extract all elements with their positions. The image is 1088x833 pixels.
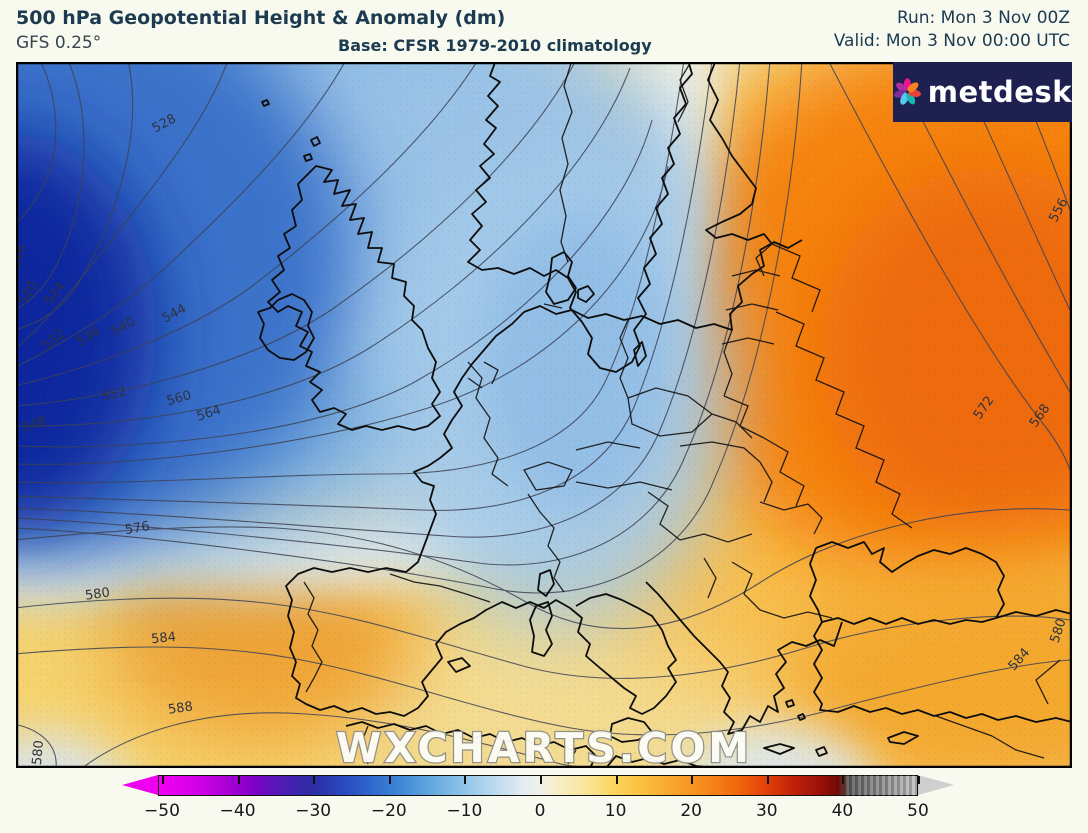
map-frame — [16, 62, 1072, 768]
colorbar-right-arrow — [918, 775, 954, 795]
contour-label: 580 — [84, 585, 111, 603]
watermark: WXCHARTS.COM — [335, 723, 753, 774]
colorbar-tick — [918, 776, 920, 784]
run-time-label: Run: Mon 3 Nov 00Z — [896, 8, 1070, 28]
metdesk-logo: metdesk — [893, 62, 1072, 122]
colorbar-tick-label: 50 — [907, 801, 929, 821]
colorbar-tick — [615, 776, 618, 784]
colorbar-tick-label: −20 — [370, 801, 407, 821]
contour-label: 564 — [195, 403, 223, 425]
valid-time-label: Valid: Mon 3 Nov 00:00 UTC — [833, 31, 1070, 51]
contour-label: 580 — [30, 740, 47, 766]
colorbar-tick — [162, 776, 164, 784]
colorbar-tick-label: −50 — [144, 801, 180, 821]
colorbar-tick-label: 0 — [534, 801, 546, 821]
colorbar-tick — [766, 776, 769, 784]
colorbar-gray-stripes — [843, 775, 918, 796]
coastlines — [257, 62, 1072, 768]
page-title: 500 hPa Geopotential Height & Anomaly (d… — [16, 7, 506, 29]
metdesk-flower-icon — [894, 78, 921, 105]
colorbar-tick-label: −40 — [219, 801, 256, 821]
contour-label: 576 — [124, 519, 151, 538]
colorbar-tick — [237, 776, 240, 784]
height-contours — [16, 62, 1071, 768]
colorbar-gradient — [158, 775, 918, 796]
colorbar-left-arrow — [122, 775, 158, 795]
contour-label: 548 — [20, 414, 48, 436]
colorbar-tick — [464, 776, 467, 784]
colorbar-tick-label: −10 — [446, 801, 483, 821]
colorbar-tick-label: 20 — [680, 801, 702, 821]
contour-label: 584 — [151, 630, 177, 648]
contour-label: 580 — [1048, 617, 1070, 645]
contour-label: 560 — [165, 388, 193, 409]
anomaly-shading — [16, 62, 1072, 768]
colorbar-tick — [842, 776, 845, 784]
colorbar-tick-label: 30 — [755, 801, 778, 821]
climatology-base-label: Base: CFSR 1979-2010 climatology — [338, 36, 652, 55]
contour-label: 588 — [167, 699, 194, 717]
country-borders — [303, 62, 1061, 765]
colorbar-tick — [540, 776, 542, 784]
colorbar-tick-label: 10 — [604, 801, 627, 821]
metdesk-wordmark: metdesk — [927, 75, 1072, 109]
colorbar-tick — [388, 776, 391, 784]
contour-label: 552 — [100, 384, 128, 405]
colorbar-tick-label: 40 — [831, 801, 854, 821]
model-label: GFS 0.25° — [16, 33, 102, 53]
colorbar-tick — [691, 776, 694, 784]
colorbar-tick — [313, 776, 316, 784]
colorbar-tick-label: −30 — [295, 801, 332, 821]
geopotential-anomaly-map: 516 520 524 528 532 536 540 544 548 552 560 564 556 5… — [16, 62, 1072, 768]
anomaly-colorbar: −50 −40 −30 −20 −10 0 10 20 30 40 50 — [0, 770, 1088, 833]
